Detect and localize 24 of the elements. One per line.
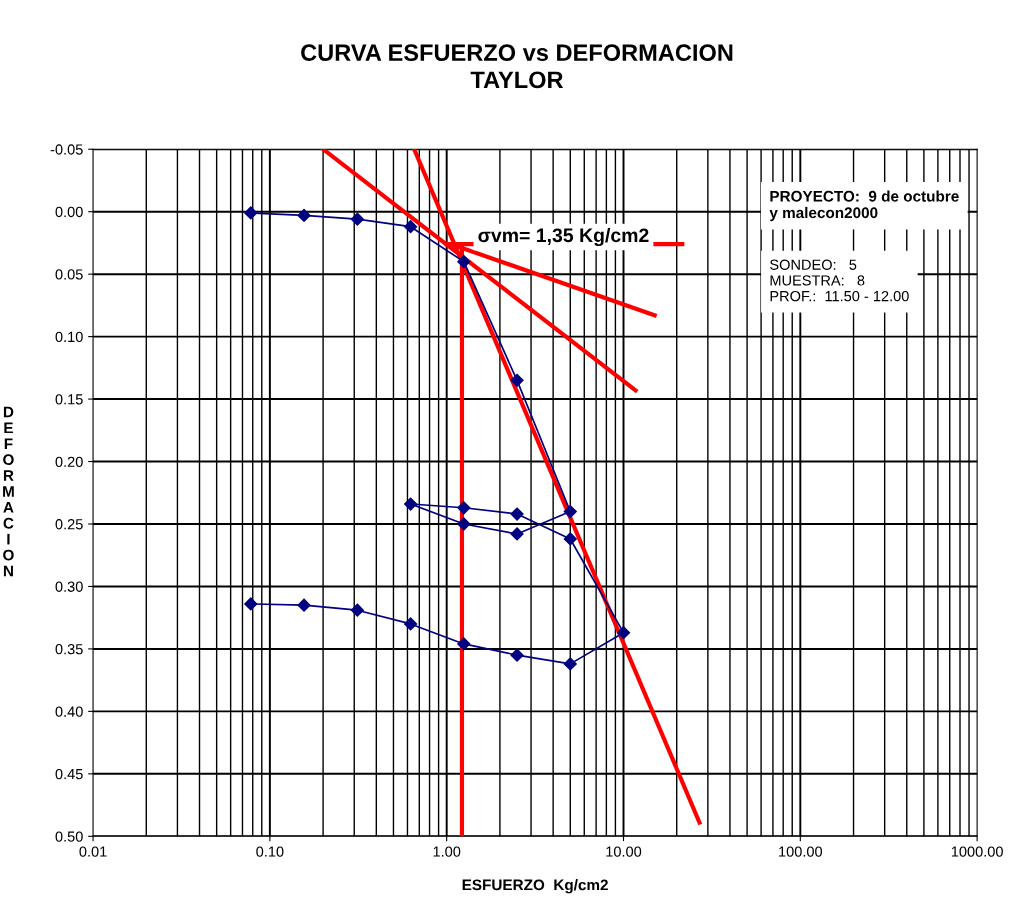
y-tick-label: 0.15 [55, 394, 83, 405]
annotation: PROYECTO: 9 de octubre y malecon2000 [769, 190, 959, 222]
x-axis-title: ESFUERZO Kg/cm2 [462, 879, 608, 894]
y-tick-label: -0.05 [50, 144, 83, 155]
y-tick-label: 0.10 [55, 331, 83, 343]
y-tick-label: 0.20 [55, 456, 83, 467]
annotation: σvm= 1,35 Kg/cm2 [478, 227, 649, 247]
y-tick-label: 0.30 [55, 581, 83, 592]
chart-title: CURVA ESFUERZO vs DEFORMACION TAYLOR [301, 44, 733, 89]
x-tick-label: 0.10 [256, 846, 284, 857]
y-tick-label: 0.25 [55, 519, 83, 530]
x-tick-label: 100.00 [779, 846, 823, 857]
x-tick-label: 1.00 [433, 846, 461, 857]
y-tick-label: 0.00 [55, 206, 83, 218]
x-tick-label: 10.00 [606, 846, 642, 857]
y-tick-label: 0.40 [55, 706, 83, 717]
y-tick-label: 0.50 [55, 831, 83, 842]
y-tick-label: 0.45 [55, 768, 83, 780]
x-tick-label: 1000.00 [951, 846, 1003, 857]
y-tick-label: 0.05 [55, 269, 83, 280]
y-tick-label: 0.35 [55, 644, 83, 655]
x-tick-label: 0.01 [79, 846, 107, 857]
annotation: SONDEO: 5 MUESTRA: 8 PROF.: 11.50 - 12.00 [770, 259, 909, 302]
text: DEFORMACION [3, 406, 14, 577]
